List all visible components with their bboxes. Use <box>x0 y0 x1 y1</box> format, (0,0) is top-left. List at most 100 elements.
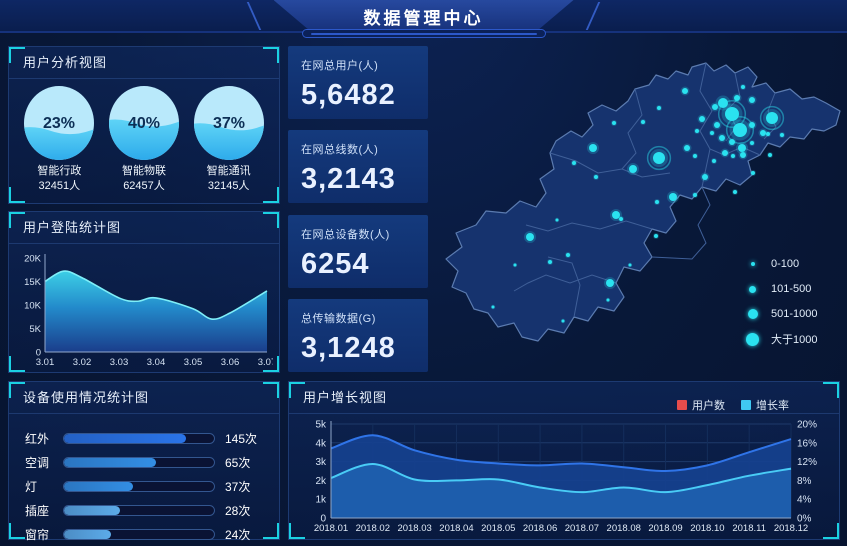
x-tick-label: 2018.08 <box>607 523 641 534</box>
map-dots <box>490 84 785 324</box>
kpi-card-2: 在网总设备数(人) 6254 <box>288 214 428 288</box>
left-tick-label: 4k <box>315 438 327 449</box>
panel-device-usage: 设备使用情况统计图 红外 145次 空调 65次灯 37次 插座 28次 窗帘 24次 <box>8 381 280 542</box>
left-tick-label: 0 <box>320 514 326 525</box>
x-tick-label: 2018.06 <box>523 523 557 534</box>
device-bar-value: 37次 <box>225 479 251 494</box>
device-bar-label: 窗帘 <box>25 527 50 542</box>
device-bar-row-2: 灯 37次 <box>25 474 263 498</box>
panel-title-user-analysis: 用户分析视图 <box>9 47 279 79</box>
panel-title-login-stats: 用户登陆统计图 <box>9 212 279 244</box>
users-area-line <box>330 434 792 473</box>
gauge-list: 23% 智能行政 32451人 40% 智能物联 62457人 37% 智能通讯 32145人 <box>9 79 279 194</box>
device-bar-fill <box>64 529 111 539</box>
login-area-chart: 0 5K 10K 15K 20K 3.01 3.02 3.03 3.04 3.05 3.06 3.07 <box>24 254 276 369</box>
device-bar-list: 红外 145次 空调 65次灯 37次 插座 28次 窗帘 24次 <box>9 414 279 546</box>
x-tick-label: 2018.01 <box>314 523 348 534</box>
map-panel: 0-100 101-500 501-1000 大于1000 <box>430 45 847 375</box>
growth-legend-swatch <box>677 400 687 410</box>
device-bar-track <box>63 504 215 516</box>
map-legend-row-0: 0-100 <box>746 257 831 271</box>
growth-chart-legend: 用户数 增长率 <box>677 397 789 413</box>
growth-legend-item-1: 增长率 <box>741 397 789 413</box>
panel-user-growth: 用户增长视图 用户数 增长率 0 1k 2k 3k 4k 5k 0% 4% 8% 12% 16% 20%… <box>288 381 840 540</box>
device-bar-label: 灯 <box>25 479 38 494</box>
x-tick-label: 2018.12 <box>774 523 808 534</box>
page-title: 数据管理中心 <box>363 9 484 28</box>
device-bar-label: 插座 <box>25 503 50 518</box>
map-legend-label: 101-500 <box>771 283 812 295</box>
x-tick-label: 2018.07 <box>565 523 599 534</box>
x-tick-label: 3.02 <box>73 357 92 368</box>
growth-legend-label: 增长率 <box>756 400 789 412</box>
device-bar-value: 24次 <box>225 527 251 542</box>
x-tick-label: 2018.09 <box>648 523 682 534</box>
y-tick-label: 10K <box>24 301 42 312</box>
map-legend-label: 0-100 <box>771 258 800 270</box>
panel-login-stats: 用户登陆统计图 0 5K 10K 15K 20K 3.01 3.02 3.03 3.04 3.05… <box>8 211 280 373</box>
device-bar-value: 28次 <box>225 503 251 518</box>
device-bar-value: 65次 <box>225 455 251 470</box>
province-map <box>445 62 841 342</box>
kpi-card-0: 在网总用户(人) 5,6482 <box>288 46 428 119</box>
gauge-label: 智能物联 62457人 <box>122 164 166 194</box>
x-tick-label: 3.01 <box>36 357 55 368</box>
gauge-count: 32451人 <box>38 179 81 192</box>
map-legend-dot <box>750 262 755 266</box>
gauge-1: 40% 智能物联 62457人 <box>104 85 184 194</box>
y-tick-label: 5K <box>29 324 41 335</box>
device-bar-track <box>63 456 215 468</box>
liquid-gauge-chart: 37% <box>193 86 264 160</box>
left-tick-label: 5k <box>315 420 327 431</box>
gauge-percent: 40% <box>128 115 160 132</box>
x-tick-label: 3.03 <box>110 357 129 368</box>
device-bar-track <box>63 528 215 540</box>
liquid-gauge-chart: 40% <box>108 86 179 160</box>
kpi-value: 6254 <box>301 247 370 280</box>
right-tick-label: 0% <box>797 514 812 525</box>
login-chart-holder: 0 5K 10K 15K 20K 3.01 3.02 3.03 3.04 3.05 3.06 3.07 <box>9 244 279 377</box>
right-tick-label: 16% <box>797 438 817 449</box>
y-tick-label: 0 <box>36 348 41 359</box>
map-legend-dot <box>747 309 758 319</box>
left-tick-label: 1k <box>315 495 327 506</box>
kpi-label: 总传输数据(G) <box>301 312 376 325</box>
gauge-label: 智能通讯 32145人 <box>207 164 251 194</box>
map-legend-label: 501-1000 <box>771 308 818 320</box>
header-left-slash <box>246 2 262 30</box>
x-tick-label: 3.04 <box>147 357 166 368</box>
device-bar-track <box>63 480 215 492</box>
map-legend: 0-100 101-500 501-1000 大于1000 <box>746 257 831 346</box>
gauge-count: 62457人 <box>123 179 165 192</box>
device-bar-track <box>63 432 215 444</box>
left-tick-label: 2k <box>315 476 327 487</box>
map-legend-row-1: 101-500 <box>746 282 831 296</box>
gauge-label: 智能行政 32451人 <box>37 164 81 194</box>
kpi-label: 在网总设备数(人) <box>301 228 390 241</box>
device-bar-value: 145次 <box>225 431 258 446</box>
map-legend-dot <box>749 285 756 293</box>
map-legend-label: 大于1000 <box>771 334 818 346</box>
gauge-2: 37% 智能通讯 32145人 <box>189 85 269 194</box>
device-bar-row-3: 插座 28次 <box>25 498 263 522</box>
liquid-gauge-chart: 23% <box>24 86 95 160</box>
header-title-plate: 数据管理中心 <box>273 0 574 33</box>
gauge-name: 智能物联 <box>121 165 166 177</box>
gauge-percent: 37% <box>213 115 245 132</box>
x-tick-label: 3.07 <box>258 357 273 368</box>
device-bar-row-0: 红外 145次 <box>25 426 263 450</box>
device-bar-fill <box>64 457 156 467</box>
y-tick-label: 20K <box>24 254 42 265</box>
right-tick-label: 8% <box>797 476 812 487</box>
kpi-label: 在网总用户(人) <box>301 60 379 72</box>
map-legend-row-2: 501-1000 <box>746 307 831 321</box>
growth-legend-item-0: 用户数 <box>677 397 725 413</box>
gauge-name: 智能通讯 <box>206 165 251 177</box>
y-tick-label: 15K <box>24 277 42 288</box>
growth-legend-label: 用户数 <box>692 400 725 412</box>
device-bar-row-4: 窗帘 24次 <box>25 522 263 546</box>
x-tick-label: 2018.04 <box>439 523 473 534</box>
kpi-value: 5,6482 <box>301 79 396 111</box>
kpi-card-3: 总传输数据(G) 3,1248 <box>288 298 428 372</box>
panel-title-user-growth: 用户增长视图 <box>289 382 839 414</box>
